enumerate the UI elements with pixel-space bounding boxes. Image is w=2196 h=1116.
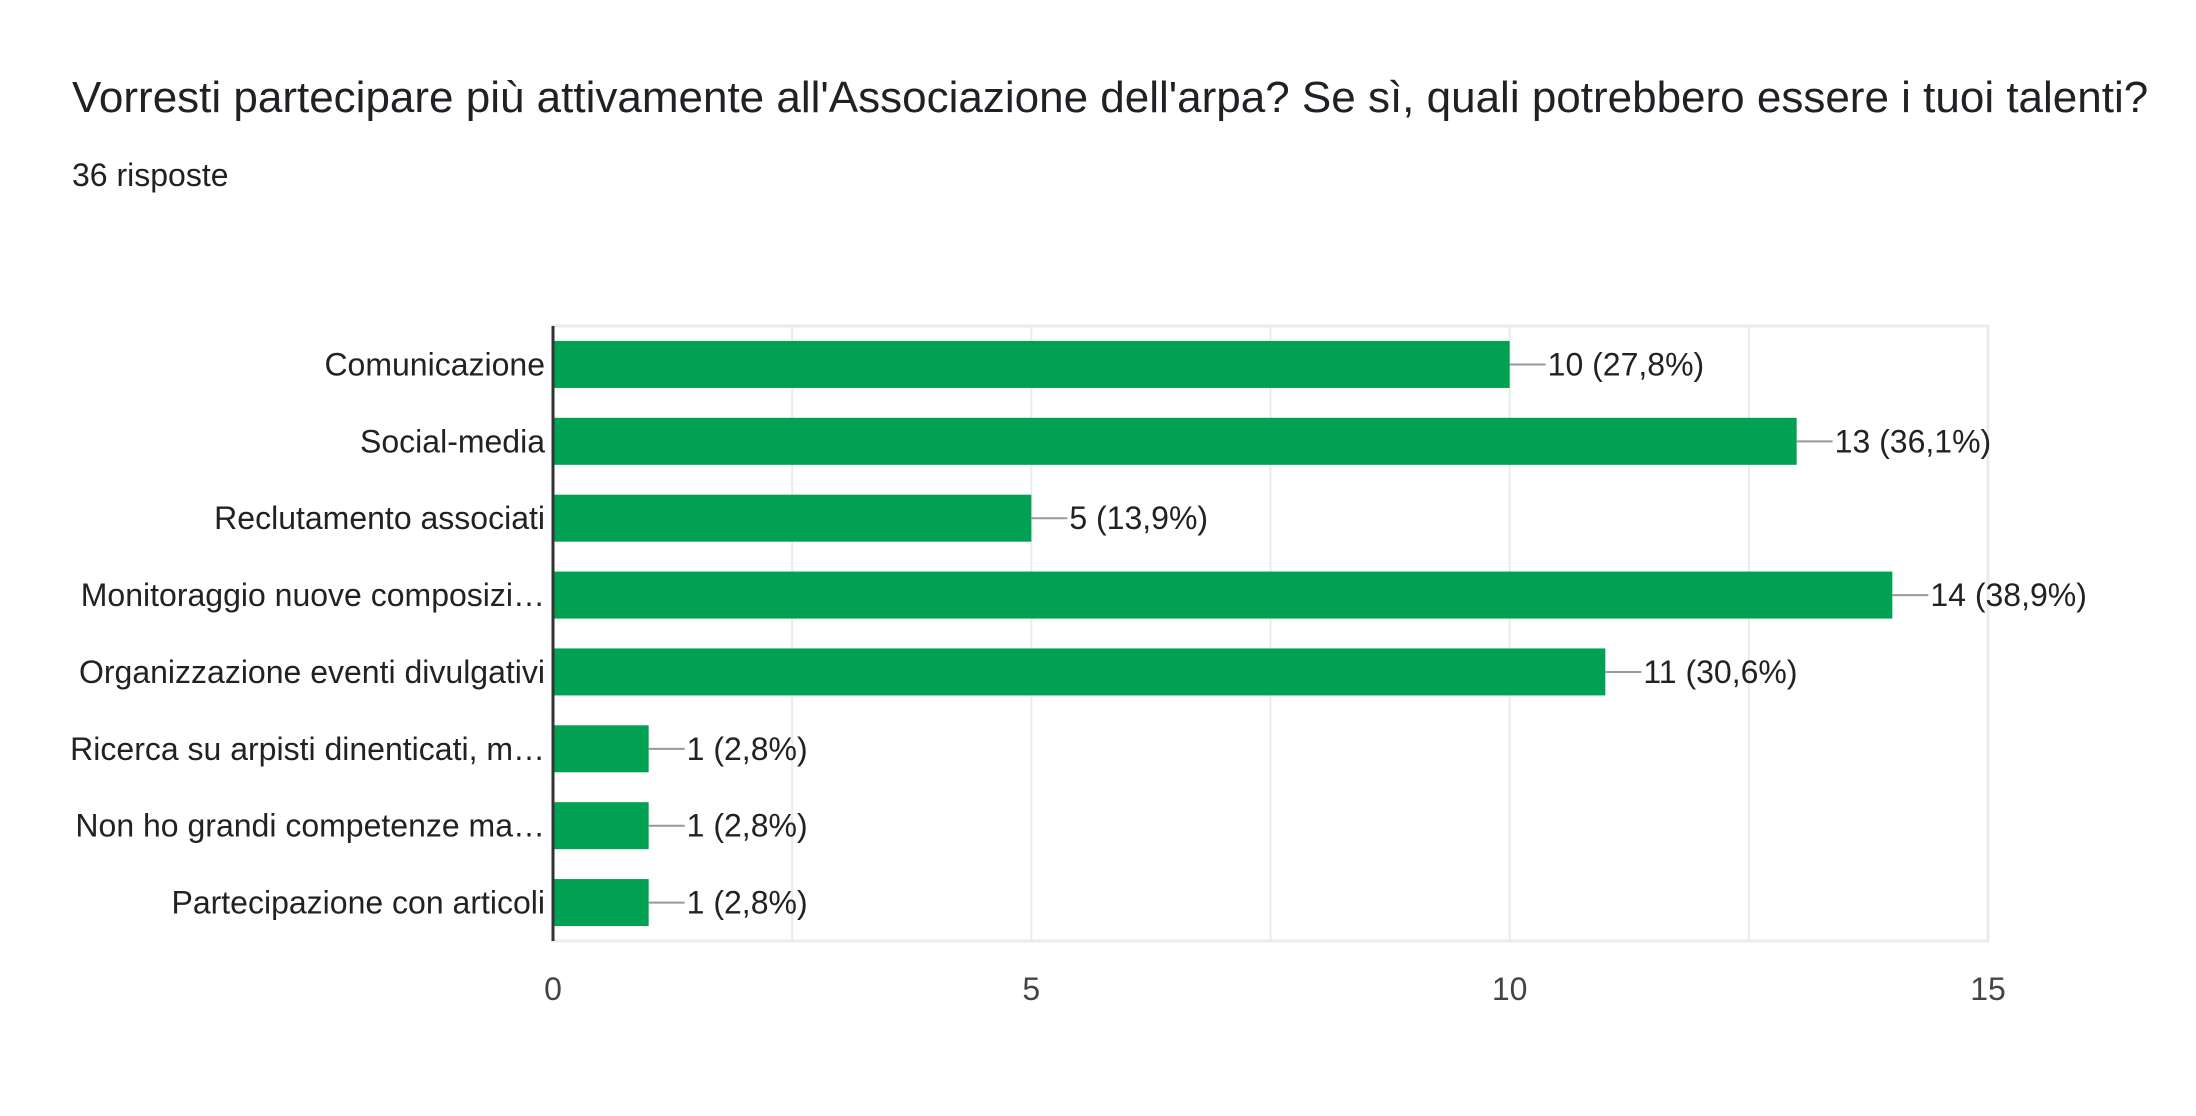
- value-label: 1 (2,8%): [687, 808, 808, 844]
- axes: 0 5 10 15: [544, 326, 2006, 1007]
- value-label: 11 (30,6%): [1643, 654, 1797, 690]
- category-label: Partecipazione con articoli: [171, 885, 545, 921]
- value-label: 1 (2,8%): [687, 731, 808, 767]
- value-label: 10 (27,8%): [1548, 346, 1705, 382]
- labels: Comunicazione 10 (27,8%) Social-media 13 (3…: [70, 346, 2087, 920]
- bar: [553, 494, 1032, 542]
- value-label: 14 (38,9%): [1930, 577, 2087, 613]
- value-label: 5 (13,9%): [1069, 500, 1208, 536]
- category-label: Monitoraggio nuove composizi…: [81, 577, 545, 613]
- bar: [553, 802, 649, 850]
- bar: [553, 571, 1893, 619]
- bar: [553, 340, 1510, 388]
- x-tick-label: 10: [1492, 971, 1528, 1007]
- chart-header: Vorresti partecipare più attivamente all…: [72, 60, 2152, 195]
- x-tick-label: 5: [1022, 971, 1040, 1007]
- bars: [553, 340, 1893, 927]
- bar: [553, 879, 649, 927]
- x-tick-label: 0: [544, 971, 562, 1007]
- response-count: 36 risposte: [72, 157, 229, 193]
- category-label: Reclutamento associati: [214, 500, 545, 536]
- question-title: Vorresti partecipare più attivamente all…: [72, 73, 2149, 122]
- x-tick-label: 15: [1970, 971, 2006, 1007]
- bar: [553, 648, 1606, 696]
- value-label: 1 (2,8%): [687, 885, 808, 921]
- category-label: Ricerca su arpisti dinenticati, m…: [70, 731, 545, 767]
- category-label: Organizzazione eventi divulgativi: [79, 654, 545, 690]
- category-label: Comunicazione: [324, 346, 545, 382]
- category-label: Social-media: [360, 423, 545, 459]
- bar: [553, 725, 649, 773]
- value-label: 13 (36,1%): [1835, 423, 1992, 459]
- category-label: Non ho grandi competenze ma…: [75, 808, 545, 844]
- bar: [553, 417, 1797, 465]
